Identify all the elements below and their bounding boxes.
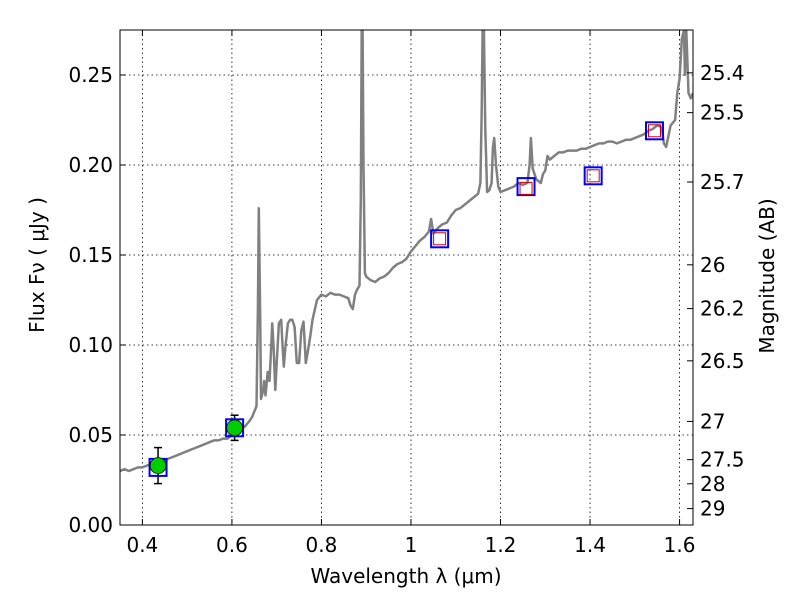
model-flux-inner	[519, 181, 533, 195]
y-axis-right-title: Magnitude (AB)	[755, 198, 779, 353]
plot-frame	[119, 29, 694, 526]
observed-flux-point	[149, 457, 167, 475]
x-tick-label: 0.6	[216, 533, 248, 557]
y-right-tick-label: 26.5	[700, 349, 745, 373]
y-tick-label: 0.25	[68, 63, 113, 87]
model-flux-box	[430, 229, 450, 249]
model-flux-inner	[648, 124, 662, 138]
x-tick-label: 0.8	[306, 533, 338, 557]
spectrum-line	[120, 30, 693, 473]
y-right-tick-label: 26.2	[700, 297, 745, 321]
x-tick-label: 1.2	[485, 533, 517, 557]
model-flux-inner	[433, 232, 447, 246]
model-flux-box	[645, 121, 665, 141]
y-tick-label: 0.15	[68, 243, 113, 267]
x-tick-label: 0.4	[126, 533, 158, 557]
tick-labels: 0.4 0.6 0.8 1 1.2 1.4 1.6 0.00 0.05 0.10 0.15 0.20 0…	[68, 61, 744, 557]
y-tick-label: 0.05	[68, 423, 113, 447]
spectrum-series	[120, 30, 693, 473]
photometry-markers	[148, 121, 665, 485]
y-tick-label: 0.00	[68, 513, 113, 537]
model-flux-box	[516, 177, 536, 197]
y-tick-label: 0.20	[68, 153, 113, 177]
y-right-tick-label: 28	[700, 472, 725, 496]
y-right-tick-label: 25.4	[700, 61, 745, 85]
x-tick-label: 1.4	[574, 533, 606, 557]
y-right-tick-label: 27	[700, 409, 725, 433]
y-right-tick-label: 25.7	[700, 170, 745, 194]
model-flux-inner	[586, 169, 600, 183]
model-flux-box	[225, 418, 245, 438]
y-right-tick-label: 25.5	[700, 101, 745, 125]
x-tick-label: 1	[405, 533, 418, 557]
y-right-tick-label: 29	[700, 497, 725, 521]
x-axis-title: Wavelength λ (μm)	[310, 564, 501, 588]
observed-flux-point	[226, 419, 244, 437]
x-tick-label: 1.6	[664, 533, 696, 557]
y-tick-label: 0.10	[68, 333, 113, 357]
grid-lines	[120, 30, 693, 526]
axis-ticks	[120, 30, 693, 526]
model-flux-box	[583, 166, 603, 186]
y-axis-title: Flux Fν ( μJy )	[25, 197, 49, 333]
y-right-tick-label: 27.5	[700, 448, 745, 472]
y-right-tick-label: 26	[700, 253, 725, 277]
